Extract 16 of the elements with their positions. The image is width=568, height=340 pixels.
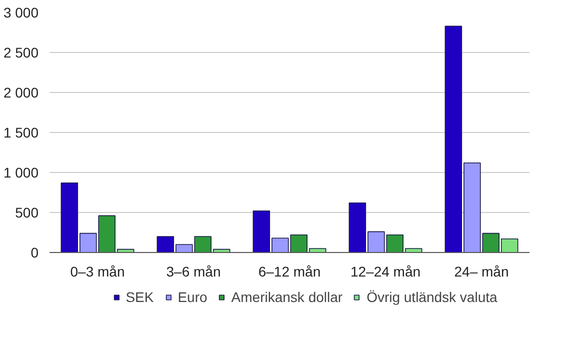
y-tick-label: 1 500 (3, 124, 39, 140)
x-tick-label: 12–24 mån (350, 264, 421, 280)
y-tick-label: 500 (15, 204, 39, 220)
x-tick-label: 3–6 mån (166, 264, 221, 280)
legend-label: Övrig utländsk valuta (366, 289, 498, 305)
y-tick-label: 3 000 (3, 4, 39, 20)
y-tick-label: 1 000 (3, 164, 39, 180)
y-tick-label: 2 500 (3, 44, 39, 60)
x-tick-label: 24– mån (454, 264, 509, 280)
y-tick-label: 2 000 (3, 84, 39, 100)
legend-label: Euro (178, 289, 208, 305)
x-tick-label: 0–3 mån (70, 264, 125, 280)
legend-label: SEK (126, 289, 154, 305)
y-tick-label: 0 (30, 244, 39, 260)
legend-label: Amerikansk dollar (231, 289, 343, 305)
x-tick-label: 6–12 mån (258, 264, 321, 280)
